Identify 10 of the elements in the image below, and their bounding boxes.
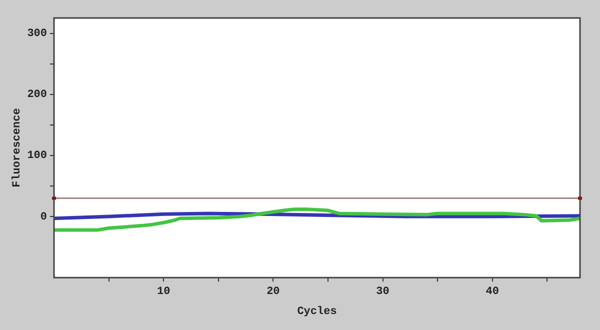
x-axis-title: Cycles <box>297 306 337 318</box>
y-tick-label: 100 <box>27 150 47 162</box>
x-tick-label: 10 <box>156 286 170 298</box>
x-tick-label: 30 <box>376 286 390 298</box>
y-tick-label: 300 <box>27 28 47 40</box>
x-tick-label: 40 <box>486 286 499 298</box>
y-tick-label: 200 <box>27 89 47 102</box>
x-tick-label: 20 <box>266 286 280 298</box>
y-tick-label: 0 <box>40 211 47 224</box>
y-axis-title: Fluorescence <box>11 108 24 188</box>
